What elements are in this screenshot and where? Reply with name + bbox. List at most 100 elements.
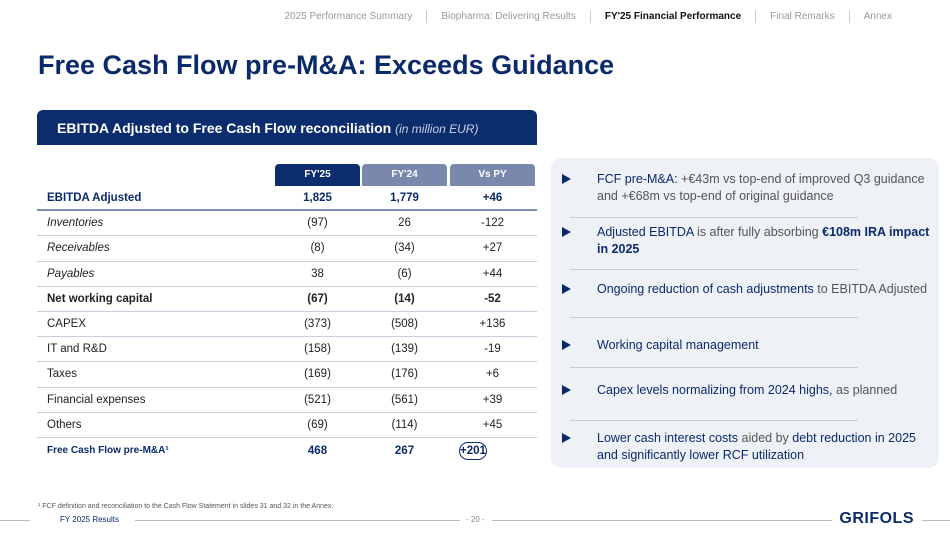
table-row: Free Cash Flow pre-M&A¹ 468 267 +201 [37,438,537,463]
bullet-segment: Working capital management [597,338,759,352]
triangle-bullet-icon [562,174,571,184]
divider [570,269,858,270]
divider [570,420,858,421]
cell-value: (69) [307,418,328,431]
bullet-segment: €108m IRA impact in 2025 [597,225,930,256]
table-heading: EBITDA Adjusted to Free Cash Flow reconc… [37,110,537,145]
bullet-segment: Adjusted EBITDA [597,225,694,239]
cell-value: (169) [304,368,331,381]
cell-value: +39 [482,393,503,406]
row-label: Others [47,418,82,431]
bullet-segment: is after fully absorbing [693,225,823,239]
triangle-bullet-icon [562,284,571,294]
cell-value: +46 [482,191,503,204]
row-label: Free Cash Flow pre-M&A¹ [47,445,169,457]
nav-item[interactable]: Biopharma: Delivering Results [427,10,591,23]
column-header: FY'25 [275,164,360,186]
highlight-bullet: Lower cash interest costs aided by debt … [562,430,932,464]
divider [570,217,858,218]
table-row: EBITDA Adjusted 1,825 1,779 +46 [37,186,537,212]
cell-value: (158) [304,343,331,356]
cell-value: (67) [307,292,328,305]
table-row: Payables 38 (6) +44 [37,262,537,287]
column-header: Vs PY [450,164,535,186]
triangle-bullet-icon [562,227,571,237]
cell-value: (521) [304,393,331,406]
cell-value: 38 [311,267,324,280]
row-label: EBITDA Adjusted [47,191,142,204]
cell-value: (139) [391,343,418,356]
cell-value: 267 [394,444,415,457]
highlight-badge: +201 [459,441,487,460]
cell-value: -52 [484,292,501,305]
row-label: CAPEX [47,318,86,331]
bullet-segment: as planned [832,383,898,397]
cell-value: 468 [307,444,328,457]
cell-value: (8) [310,242,325,255]
footnote: ¹ FCF definition and reconciliation to t… [38,503,334,510]
cell-value: +44 [482,267,503,280]
bullet-segment: Lower cash interest costs [597,431,739,445]
cell-value: 1,825 [303,191,332,204]
table-row: Net working capital (67) (14) -52 [37,287,537,312]
cell-value: (114) [391,418,418,431]
cell-value: (176) [391,368,418,381]
page-title: Free Cash Flow pre-M&A: Exceeds Guidance [38,50,615,80]
triangle-bullet-icon [562,340,571,350]
highlight-bullet: Adjusted EBITDA is after fully absorbing… [562,224,932,258]
bullet-segment: debt reduction in 2025 and significantly… [597,431,916,462]
table-row: Receivables (8) (34) +27 [37,236,537,262]
row-label: Inventories [47,217,104,230]
table-row: Others (69) (114) +45 [37,413,537,438]
nav-item[interactable]: 2025 Performance Summary [270,10,428,23]
highlight-bullet: Ongoing reduction of cash adjustments to… [562,281,932,298]
bullet-text: Capex levels normalizing from 2024 highs… [597,382,897,399]
row-label: Financial expenses [47,393,146,406]
grifols-logo: GRIFOLS [839,510,914,527]
bullet-segment: Ongoing reduction of cash adjustments [597,282,814,296]
bullet-segment: to EBITDA Adjusted [813,282,928,296]
section-nav: 2025 Performance Summary Biopharma: Deliv… [270,10,906,23]
column-header: FY'24 [362,164,447,186]
row-label: Net working capital [47,292,153,305]
row-label: Payables [47,267,95,280]
cell-value: (97) [307,217,328,230]
bullet-text: FCF pre-M&A: +€43m vs top-end of improve… [597,171,932,205]
row-label: IT and R&D [47,343,107,356]
footer-label: FY 2025 Results [60,515,119,524]
bullet-segment: Capex levels normalizing from 2024 highs… [597,383,833,397]
cell-value: -19 [484,343,501,356]
triangle-bullet-icon [562,433,571,443]
cell-value: 26 [398,217,411,230]
bullet-segment: +€43m vs top-end of improved Q3 guidance… [597,172,925,203]
row-label: Receivables [47,242,110,255]
triangle-bullet-icon [562,385,571,395]
divider [570,317,858,318]
cell-value: (561) [391,393,418,406]
divider [570,367,858,368]
cell-value: +45 [482,418,503,431]
bullet-text: Ongoing reduction of cash adjustments to… [597,281,927,298]
nav-item[interactable]: FY'25 Financial Performance [591,10,757,23]
bullet-text: Lower cash interest costs aided by debt … [597,430,932,464]
cell-value: (508) [391,318,418,331]
cell-value: +27 [482,242,503,255]
page-number: - 20 - [466,515,485,524]
cell-value: (6) [397,267,412,280]
highlight-bullet: Capex levels normalizing from 2024 highs… [562,382,932,399]
table-unit: (in million EUR) [395,122,479,136]
cell-value: +6 [485,368,500,381]
cell-value: 1,779 [390,191,419,204]
cell-value: (34) [394,242,415,255]
table-row: Financial expenses (521) (561) +39 [37,388,537,413]
highlight-bullet: Working capital management [562,337,932,354]
nav-item[interactable]: Annex [863,11,892,22]
bullet-text: Working capital management [597,337,759,354]
table-row: Taxes (169) (176) +6 [37,362,537,388]
highlights-panel [551,158,939,468]
cell-value: -122 [480,217,505,230]
cell-value: +201 [450,441,535,460]
nav-item[interactable]: Final Remarks [756,10,850,23]
bullet-segment: aided by [738,431,793,445]
table-heading-text: EBITDA Adjusted to Free Cash Flow reconc… [57,120,392,136]
